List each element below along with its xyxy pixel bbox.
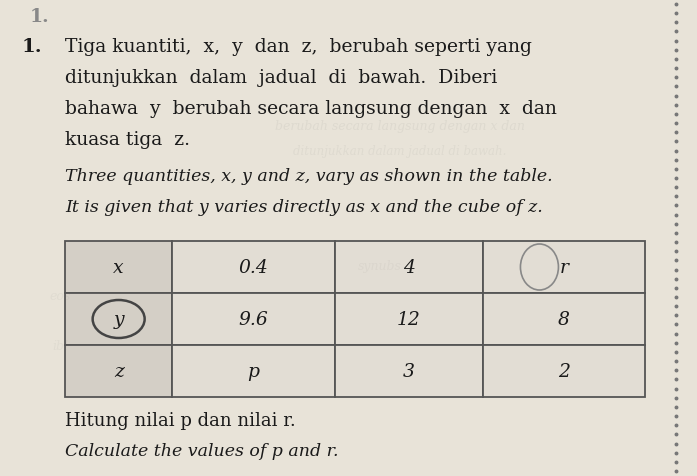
Text: 1.: 1. [30,8,49,26]
Bar [482,293,645,345]
Text: Hitung nilai p dan nilai r.: Hitung nilai p dan nilai r. [65,411,296,429]
Text: ditunjukkan dalam jadual di bawah.: ditunjukkan dalam jadual di bawah. [293,145,507,158]
Text: 8: 8 [558,310,569,328]
Text: 4: 4 [403,258,415,277]
Text: y: y [114,310,124,328]
Text: p: p [247,362,259,380]
Bar [335,293,482,345]
Text: eos: eos [49,289,70,302]
Bar [482,241,645,293]
Text: 12: 12 [397,310,420,328]
Text: z: z [114,362,123,380]
Bar [482,345,645,397]
Text: 9.6: 9.6 [238,310,268,328]
Bar [172,345,335,397]
Text: x: x [114,258,124,277]
Text: 1.: 1. [22,38,43,56]
Bar [172,241,335,293]
Text: Calculate the values of p and r.: Calculate the values of p and r. [65,442,339,459]
Text: 0.4: 0.4 [238,258,268,277]
Bar [65,345,172,397]
Text: Three quantities, x, y and z, vary as shown in the table.: Three quantities, x, y and z, vary as sh… [65,168,553,185]
Bar [172,293,335,345]
Text: ditunjukkan  dalam  jadual  di  bawah.  Diberi: ditunjukkan dalam jadual di bawah. Diber… [65,69,497,87]
Text: r: r [559,258,568,277]
Text: It is given that y varies directly as x and the cube of z.: It is given that y varies directly as x … [65,198,543,216]
Text: ibl: ibl [52,339,68,352]
Text: synubs: synubs [358,259,402,272]
Text: berubah secara langsung dengan x dan: berubah secara langsung dengan x dan [275,120,525,133]
Text: bahawa  y  berubah secara langsung dengan  x  dan: bahawa y berubah secara langsung dengan … [65,100,557,118]
Text: 2: 2 [558,362,569,380]
Bar [335,241,482,293]
Bar [65,293,172,345]
Bar [65,241,172,293]
Text: Tiga kuantiti,  x,  y  dan  z,  berubah seperti yang: Tiga kuantiti, x, y dan z, berubah seper… [65,38,532,56]
Text: kuasa tiga  z.: kuasa tiga z. [65,131,190,149]
Bar [335,345,482,397]
Text: 3: 3 [403,362,415,380]
